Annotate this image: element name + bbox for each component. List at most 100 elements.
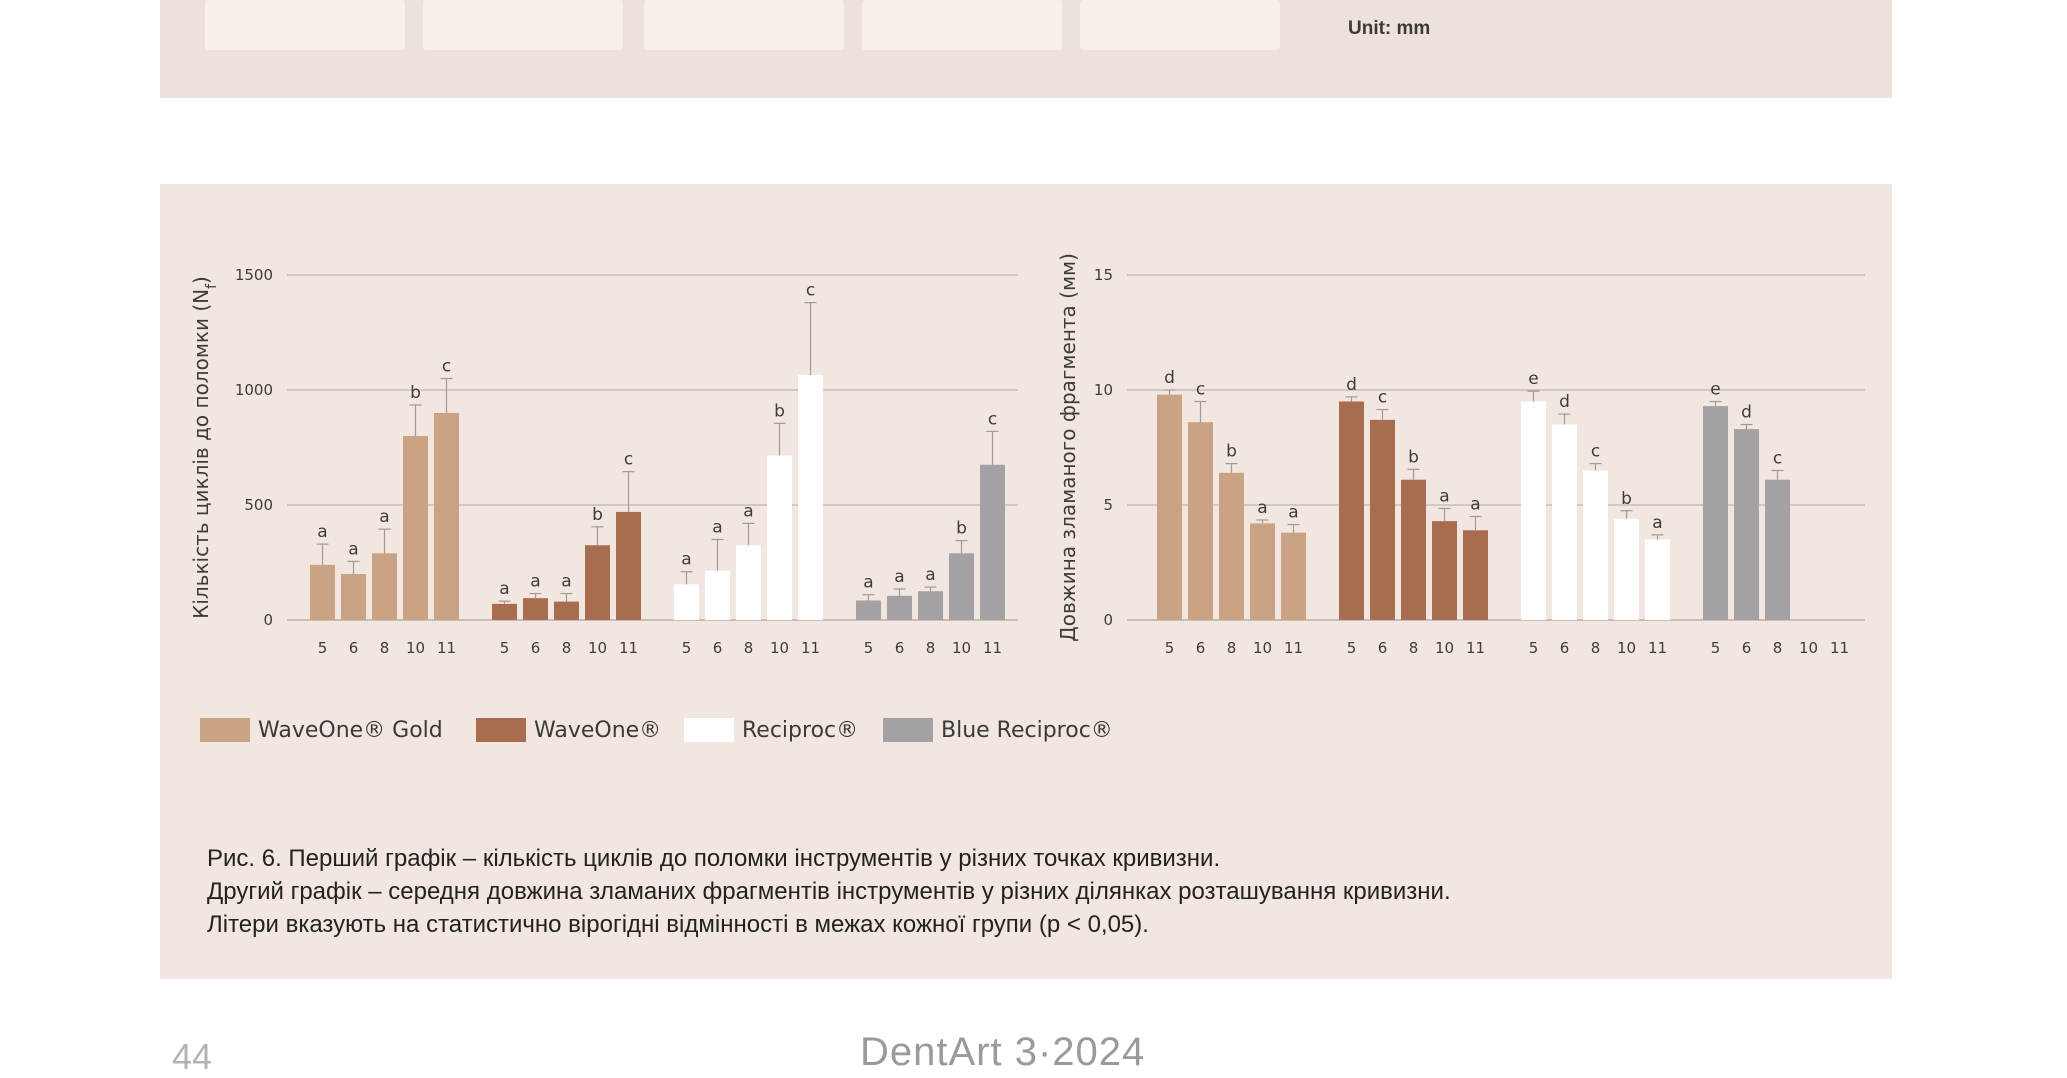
significance-letter: c: [1378, 388, 1387, 408]
bar: [1281, 532, 1306, 620]
y-axis-title: Довжина зламаного фрагмента (мм): [1056, 253, 1080, 642]
drawing-tile: [1080, 0, 1280, 50]
bar: [523, 598, 548, 620]
legend-label: Reciproc®: [742, 718, 858, 743]
significance-letter: c: [988, 409, 997, 429]
x-tick-label: 11: [437, 639, 456, 657]
bar: [1157, 394, 1182, 620]
significance-letter: b: [1226, 442, 1237, 462]
significance-letter: d: [1559, 392, 1570, 412]
bar: [1583, 470, 1608, 620]
legend-label: Blue Reciproc®: [941, 718, 1113, 743]
bar: [310, 564, 335, 620]
x-tick-label: 11: [1648, 639, 1667, 657]
significance-letter: c: [442, 357, 451, 377]
bar: [1401, 479, 1426, 620]
bar: [736, 545, 761, 620]
significance-letter: b: [592, 505, 603, 525]
x-tick-label: 8: [1773, 639, 1783, 657]
x-tick-label: 11: [1466, 639, 1485, 657]
x-tick-label: 8: [744, 639, 754, 657]
x-tick-label: 11: [619, 639, 638, 657]
bar: [856, 600, 881, 620]
significance-letter: d: [1346, 375, 1357, 395]
x-tick-label: 6: [349, 639, 359, 657]
x-tick-label: 10: [406, 639, 425, 657]
legend-swatch: [476, 718, 526, 742]
bar: [1370, 419, 1395, 620]
bar: [1432, 521, 1457, 620]
x-tick-label: 10: [770, 639, 789, 657]
y-tick-label: 15: [1094, 266, 1113, 284]
significance-letter: a: [925, 565, 935, 585]
significance-letter: a: [1439, 486, 1449, 506]
bar: [1219, 472, 1244, 620]
y-tick-label: 10: [1094, 381, 1113, 399]
bar: [798, 375, 823, 620]
significance-letter: c: [1196, 380, 1205, 400]
significance-letter: a: [743, 501, 753, 521]
x-tick-label: 8: [562, 639, 572, 657]
significance-letter: c: [1773, 449, 1782, 469]
x-tick-label: 6: [1742, 639, 1752, 657]
bar: [585, 545, 610, 620]
bar: [1645, 539, 1670, 620]
x-tick-label: 6: [895, 639, 905, 657]
x-tick-label: 8: [380, 639, 390, 657]
bar: [616, 511, 641, 620]
x-tick-label: 10: [588, 639, 607, 657]
legend-label: WaveOne®: [534, 718, 661, 743]
x-tick-label: 5: [1529, 639, 1539, 657]
bar: [1703, 406, 1728, 620]
drawing-tile: [862, 0, 1062, 50]
significance-letter: a: [894, 567, 904, 587]
bar: [1463, 530, 1488, 620]
legend-label: WaveOne® Gold: [258, 718, 443, 743]
bar: [980, 464, 1005, 620]
x-tick-label: 8: [1591, 639, 1601, 657]
bar: [1250, 523, 1275, 620]
x-tick-label: 10: [1617, 639, 1636, 657]
y-tick-label: 0: [1103, 611, 1113, 629]
bar: [918, 591, 943, 620]
bar: [1765, 479, 1790, 620]
significance-letter: b: [410, 383, 421, 403]
x-tick-label: 6: [1196, 639, 1206, 657]
bar: [403, 436, 428, 620]
figure-panel: 0 500 1000 1500 Кількість циклів до поломки …: [160, 184, 1892, 979]
x-tick-label: 6: [531, 639, 541, 657]
significance-letter: d: [1741, 403, 1752, 423]
significance-letter: e: [1710, 380, 1720, 400]
significance-letter: a: [863, 573, 873, 593]
x-tick-label: 10: [952, 639, 971, 657]
x-tick-label: 8: [926, 639, 936, 657]
y-tick-label: 0: [263, 611, 273, 629]
bar: [949, 553, 974, 620]
x-tick-label: 6: [1560, 639, 1570, 657]
x-tick-label: 5: [864, 639, 874, 657]
x-tick-label: 11: [983, 639, 1002, 657]
x-tick-label: 5: [1347, 639, 1357, 657]
bar: [1552, 424, 1577, 620]
x-tick-label: 5: [682, 639, 692, 657]
y-tick-label: 500: [244, 496, 273, 514]
significance-letter: e: [1528, 369, 1538, 389]
bar: [1521, 401, 1546, 620]
significance-letter: d: [1164, 368, 1175, 388]
y-tick-label: 1000: [235, 381, 273, 399]
significance-letter: a: [1470, 495, 1480, 515]
x-tick-label: 5: [500, 639, 510, 657]
bar: [887, 595, 912, 620]
charts-svg: 0 500 1000 1500 Кількість циклів до поломки …: [189, 253, 1865, 743]
significance-letter: a: [530, 572, 540, 592]
significance-letter: a: [348, 539, 358, 559]
bar: [1734, 429, 1759, 620]
significance-letter: a: [499, 579, 509, 599]
y-axis-title: Кількість циклів до поломки (Nf): [189, 276, 220, 619]
significance-letter: a: [1652, 513, 1662, 533]
unit-label: Unit: mm: [1348, 18, 1431, 39]
significance-letter: b: [1621, 489, 1632, 509]
x-tick-label: 8: [1409, 639, 1419, 657]
y-tick-label: 1500: [235, 266, 273, 284]
x-tick-label: 6: [713, 639, 723, 657]
